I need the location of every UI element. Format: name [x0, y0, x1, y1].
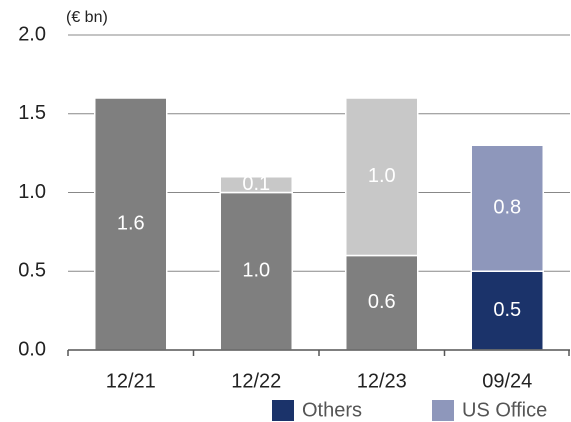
value-label: 1.0 [368, 165, 396, 187]
value-label: 0.1 [242, 173, 270, 195]
x-tick-label: 12/21 [106, 370, 156, 392]
value-label: 0.8 [493, 197, 521, 219]
legend-label: Others [302, 399, 362, 421]
bar-segment [345, 97, 419, 257]
bar-segment [219, 176, 293, 194]
x-tick-label: 09/24 [482, 370, 532, 392]
y-tick-label: 1.0 [18, 181, 46, 203]
bar-segment [94, 97, 168, 351]
x-tick-label: 12/23 [357, 370, 407, 392]
legend-swatch [432, 400, 454, 421]
legend-label: US Office [462, 399, 547, 421]
bar-segment [345, 254, 419, 351]
y-tick-label: 2.0 [18, 23, 46, 45]
value-label: 1.6 [117, 212, 145, 234]
legend-swatch [272, 400, 294, 421]
x-tick-label: 12/22 [231, 370, 281, 392]
y-tick-label: 0.5 [18, 260, 46, 282]
unit-label: (€ bn) [66, 9, 108, 26]
value-label: 0.6 [368, 291, 396, 313]
y-tick-label: 1.5 [18, 102, 46, 124]
value-label: 0.5 [493, 299, 521, 321]
bar-segment [470, 144, 544, 272]
bar-segment [470, 270, 544, 351]
y-tick-label: 0.0 [18, 338, 46, 360]
value-label: 1.0 [242, 260, 270, 282]
